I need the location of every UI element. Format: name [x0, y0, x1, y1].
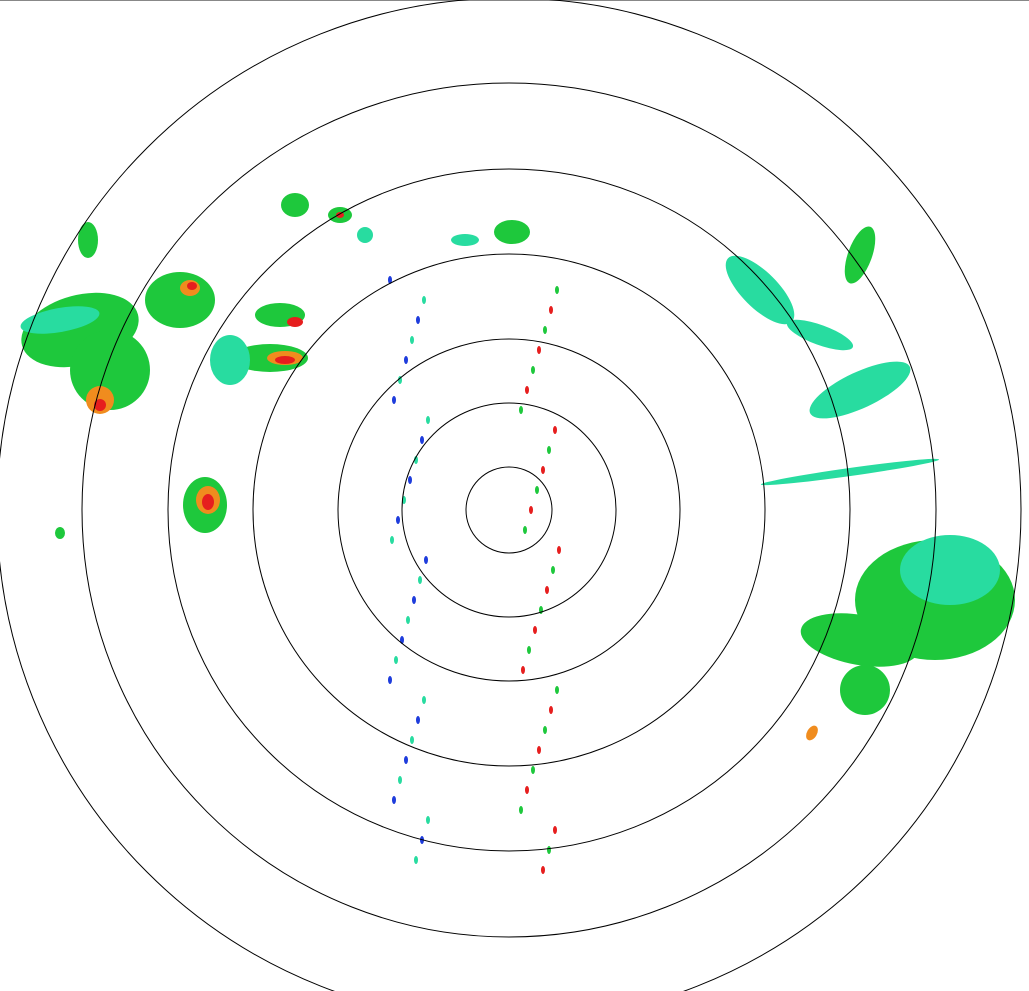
echo-cell [800, 613, 920, 667]
clutter-echo [543, 726, 547, 734]
echo-cell [900, 535, 1000, 605]
clutter-echo [422, 696, 426, 704]
clutter-echo [388, 676, 392, 684]
echo-cell [70, 330, 150, 410]
echo-core [336, 212, 344, 218]
clutter-echo [420, 436, 424, 444]
clutter-echo [557, 546, 561, 554]
clutter-echo [519, 406, 523, 414]
echo-core [187, 282, 197, 290]
echo-cell [20, 306, 100, 334]
clutter-echo [553, 826, 557, 834]
clutter-echo [555, 286, 559, 294]
clutter-echo [547, 846, 551, 854]
clutter-echo [527, 646, 531, 654]
clutter-echo [533, 626, 537, 634]
clutter-echo [531, 366, 535, 374]
echo-cell [78, 222, 98, 258]
range-ring-1 [465, 466, 553, 554]
echo-cell [210, 335, 250, 385]
echo-cell [786, 319, 854, 351]
clutter-echo [412, 596, 416, 604]
clutter-echo [404, 756, 408, 764]
clutter-echo [388, 276, 392, 284]
echo-cell [281, 193, 309, 217]
clutter-echo [531, 766, 535, 774]
clutter-echo [537, 746, 541, 754]
echo-core [287, 317, 303, 327]
clutter-echo [422, 296, 426, 304]
echo-cell [844, 226, 876, 284]
clutter-echo [549, 706, 553, 714]
clutter-echo [416, 716, 420, 724]
clutter-echo [394, 656, 398, 664]
echo-cell [145, 272, 215, 328]
range-ring-4 [252, 253, 766, 767]
clutter-echo [547, 446, 551, 454]
echo-cell [494, 220, 530, 244]
echo-core [202, 494, 214, 510]
echo-cell [55, 527, 65, 539]
clutter-echo [537, 346, 541, 354]
clutter-echo [424, 556, 428, 564]
echo-cell [840, 665, 890, 715]
clutter-echo [553, 426, 557, 434]
clutter-echo [555, 686, 559, 694]
clutter-echo [541, 866, 545, 874]
clutter-echo [406, 616, 410, 624]
clutter-echo [551, 566, 555, 574]
clutter-echo [390, 536, 394, 544]
echo-cell [451, 234, 479, 246]
clutter-echo [392, 396, 396, 404]
clutter-echo [392, 796, 396, 804]
echo-cell [760, 458, 940, 486]
echo-cell [725, 255, 795, 325]
clutter-echo [410, 736, 414, 744]
range-ring-2 [401, 402, 617, 618]
echo-core [94, 399, 106, 411]
clutter-echo [519, 806, 523, 814]
clutter-echo [426, 816, 430, 824]
echo-core [275, 356, 295, 364]
clutter-echo [398, 776, 402, 784]
echo-cell [806, 725, 818, 741]
frame-border [0, 0, 1029, 1]
clutter-echo [404, 356, 408, 364]
clutter-echo [529, 506, 533, 514]
clutter-echo [410, 336, 414, 344]
clutter-echo [418, 576, 422, 584]
clutter-echo [416, 316, 420, 324]
clutter-echo [541, 466, 545, 474]
range-ring-3 [337, 338, 681, 682]
clutter-echo [396, 516, 400, 524]
clutter-echo [414, 856, 418, 864]
clutter-echo [426, 416, 430, 424]
echo-cell [809, 361, 911, 419]
clutter-echo [408, 476, 412, 484]
clutter-echo [549, 306, 553, 314]
clutter-echo [521, 666, 525, 674]
clutter-echo [523, 526, 527, 534]
clutter-echo [535, 486, 539, 494]
precipitation-echoes [20, 193, 1015, 874]
range-ring-5 [167, 168, 851, 852]
clutter-echo [525, 386, 529, 394]
echo-cell [357, 227, 373, 243]
range-ring-6 [81, 82, 937, 938]
clutter-echo [545, 586, 549, 594]
clutter-echo [525, 786, 529, 794]
clutter-echo [543, 326, 547, 334]
